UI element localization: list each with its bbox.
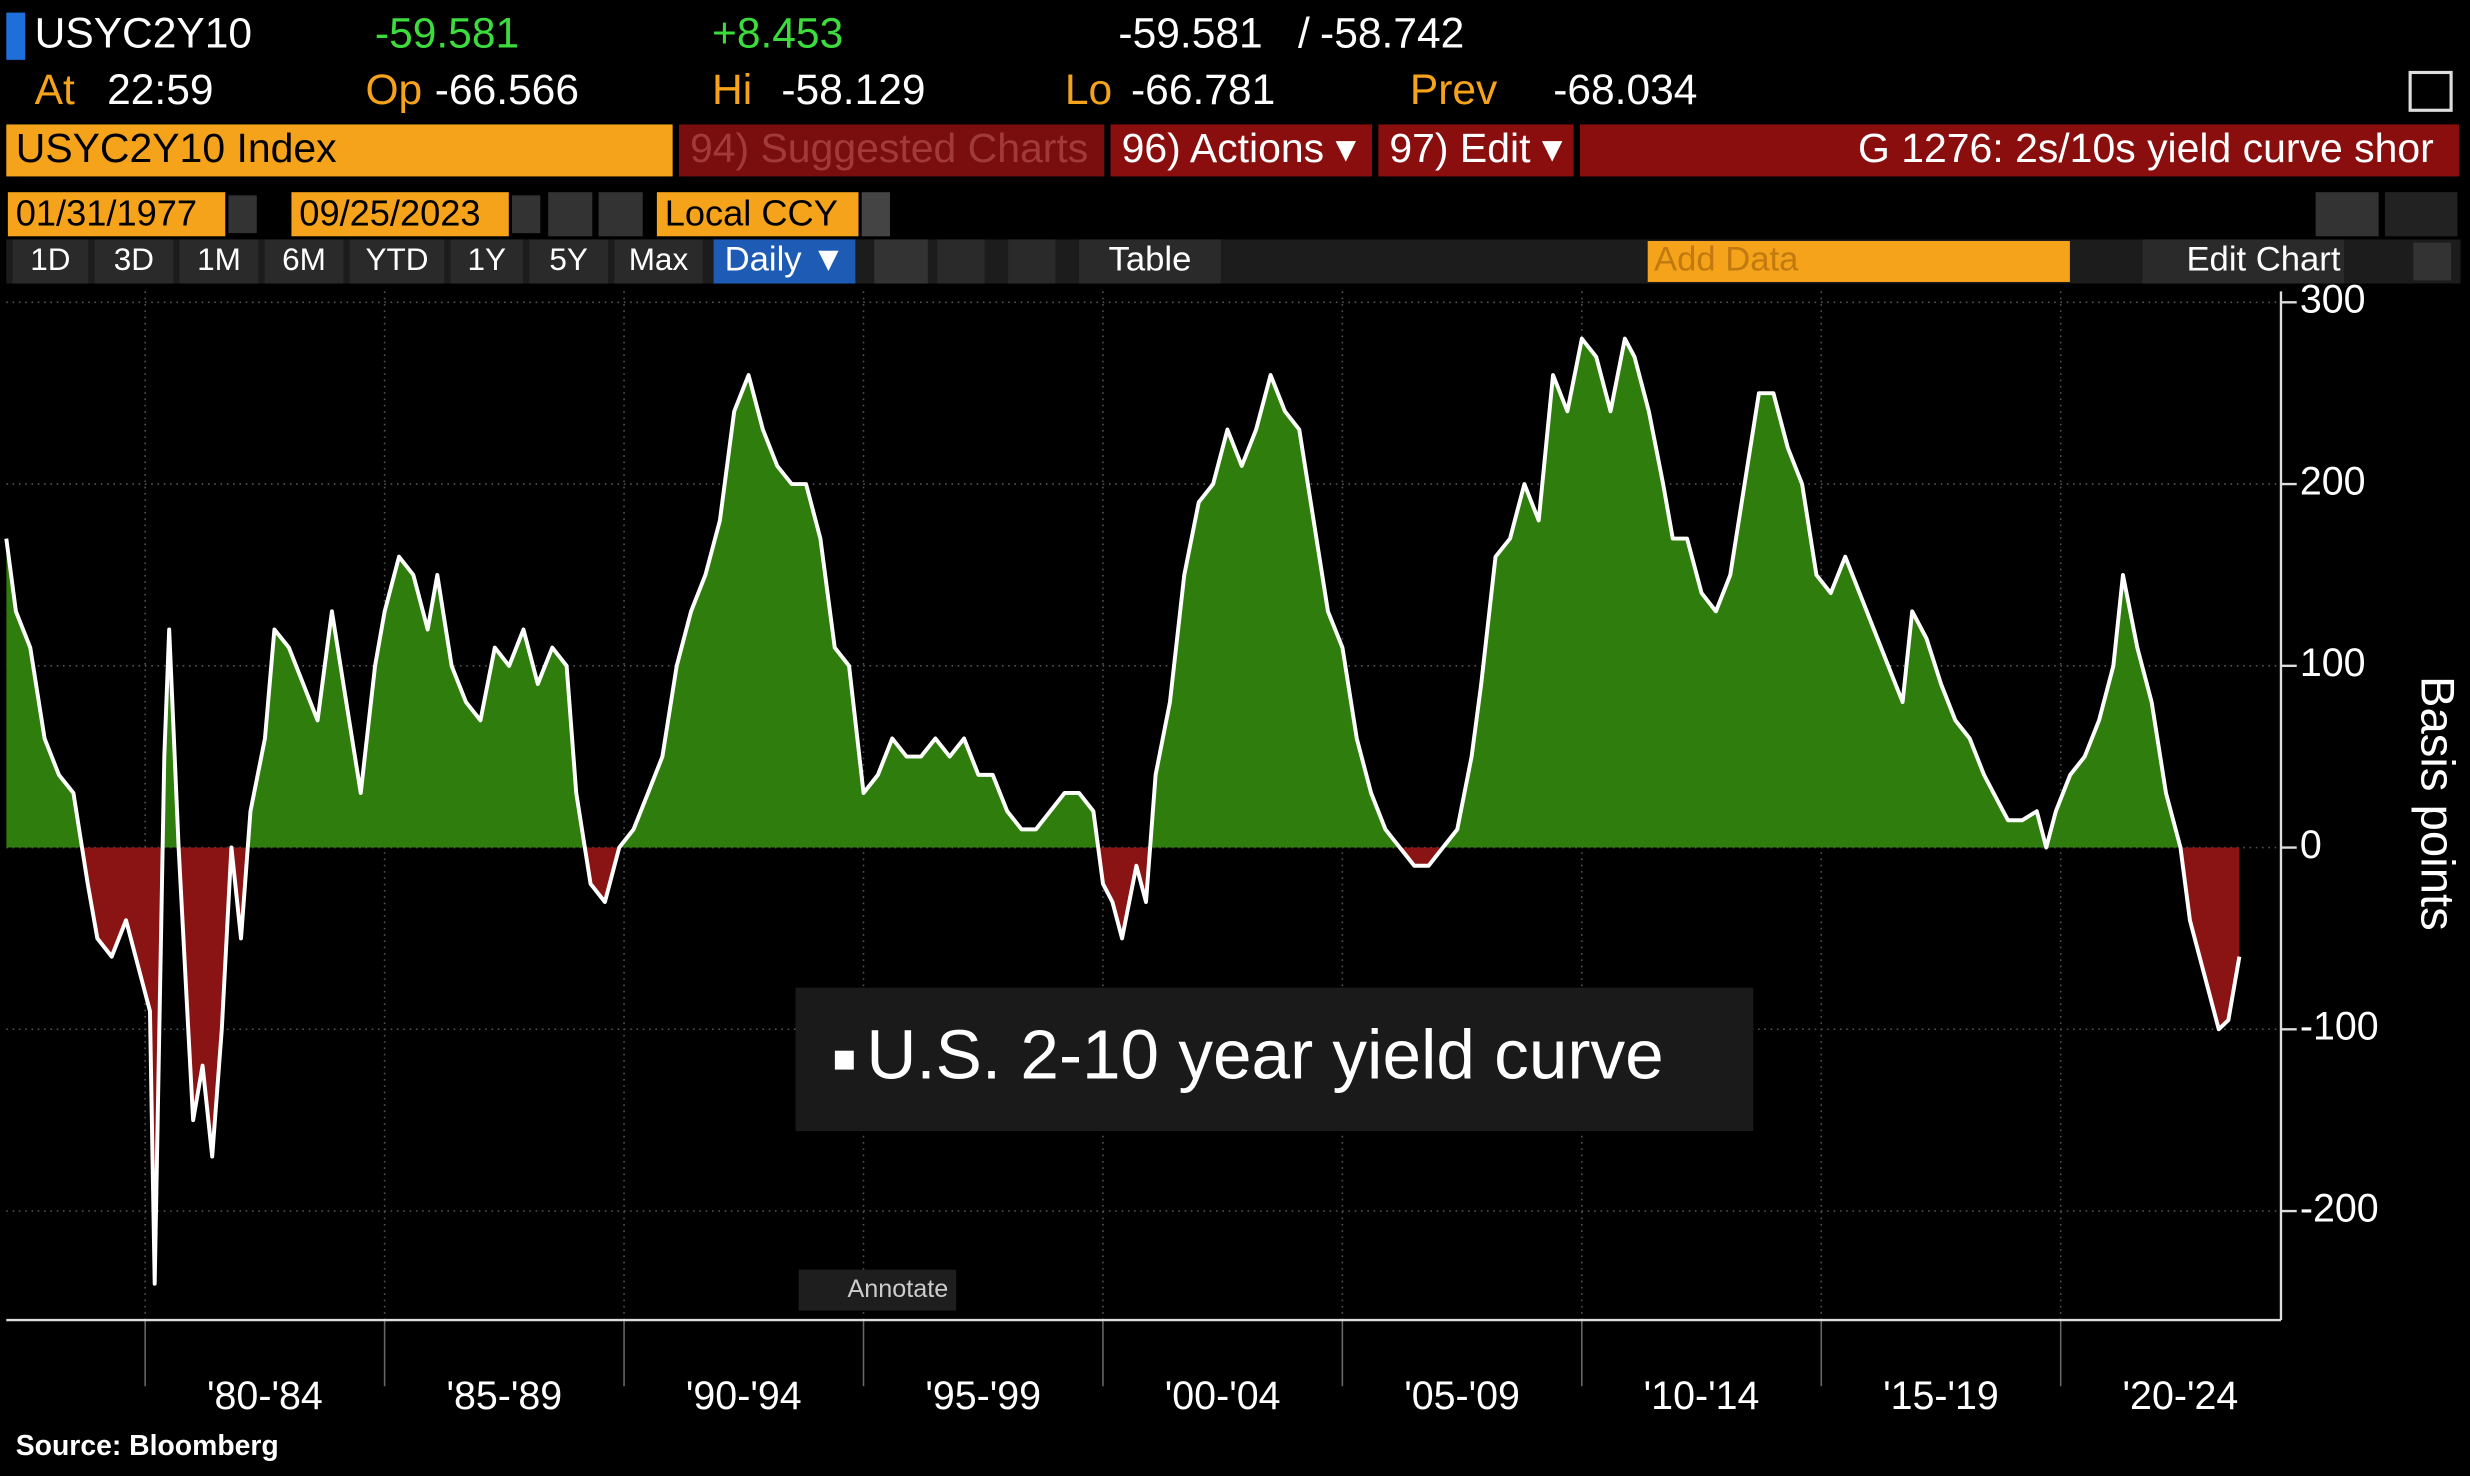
- period-label: 1Y: [467, 241, 506, 277]
- table: Table: [1109, 241, 1192, 279]
- frequency-button[interactable]: [713, 239, 856, 284]
- period-button[interactable]: [264, 239, 344, 284]
- y-tick-label: 100: [2300, 641, 2366, 685]
- period-button[interactable]: [94, 239, 174, 284]
- series-line: [4, 336, 2242, 1286]
- end-date-box[interactable]: [291, 192, 509, 237]
- edit-chart: Edit Chart: [2186, 241, 2340, 279]
- period-button[interactable]: [349, 239, 445, 284]
- add-data-box[interactable]: [1647, 241, 2070, 282]
- x-tick-label: '00-'04: [1165, 1374, 1281, 1418]
- high: -58.129: [781, 66, 925, 114]
- low: -66.781: [1131, 66, 1275, 114]
- table-button[interactable]: [1079, 239, 1221, 284]
- x-tick-label: '10-'14: [1644, 1374, 1760, 1418]
- y-tick-label: 0: [2300, 823, 2322, 867]
- change: +8.453: [712, 9, 843, 57]
- legend-box: [795, 987, 1754, 1132]
- currency-box[interactable]: [656, 192, 859, 237]
- x-tick-label: '15-'19: [1883, 1374, 1999, 1418]
- last-price: -59.581: [375, 9, 519, 57]
- period-label: Max: [629, 241, 689, 277]
- y-tick-label: 300: [2300, 278, 2366, 322]
- open-label: Op: [365, 66, 422, 114]
- actions-button[interactable]: [1110, 124, 1373, 177]
- x-tick-label: '85-'89: [446, 1374, 562, 1418]
- end-date: 09/25/2023: [299, 192, 480, 233]
- currency-dropdown[interactable]: [861, 192, 891, 237]
- time: 22:59: [107, 66, 213, 114]
- annotate: Annotate: [847, 1275, 948, 1303]
- prev-button[interactable]: [548, 192, 593, 237]
- actions: 96) Actions ▾: [1122, 125, 1357, 171]
- slash: /: [1298, 9, 1310, 57]
- edit: 97) Edit ▾: [1389, 125, 1562, 171]
- frequency: Daily ▼: [725, 241, 846, 279]
- chart-name-box[interactable]: [1579, 124, 2459, 177]
- positive-area: [6, 338, 2240, 848]
- at-label: At: [35, 66, 75, 114]
- y-axis-label: Basis points: [2410, 676, 2463, 931]
- chart-name: G 1276: 2s/10s yield curve shor: [1858, 125, 2434, 171]
- start-date-box[interactable]: [7, 192, 226, 237]
- bid: -59.581: [1118, 9, 1262, 57]
- y-tick-label: -100: [2300, 1005, 2379, 1049]
- edit-button[interactable]: [1378, 124, 1574, 177]
- source: Source: Bloomberg: [16, 1430, 279, 1462]
- high-label: Hi: [712, 66, 752, 114]
- popout-icon[interactable]: [2408, 70, 2453, 112]
- legend-label: U.S. 2-10 year yield curve: [866, 1015, 1663, 1093]
- bar-chart-button[interactable]: [937, 239, 985, 284]
- undo-button[interactable]: [2315, 192, 2379, 237]
- next-button[interactable]: [598, 192, 643, 237]
- security-box[interactable]: [6, 124, 673, 177]
- x-tick-label: '20-'24: [2123, 1374, 2239, 1418]
- settings-button[interactable]: [2413, 242, 2452, 281]
- period-button[interactable]: [12, 239, 89, 284]
- period-label: 1D: [30, 241, 70, 277]
- y-tick-label: 200: [2300, 459, 2366, 503]
- period-label: 5Y: [549, 241, 588, 277]
- period-button[interactable]: [450, 239, 523, 284]
- redo-button[interactable]: [2384, 192, 2458, 237]
- start-date: 01/31/1977: [16, 192, 197, 233]
- suggested-button[interactable]: [678, 124, 1105, 177]
- period-label: 6M: [282, 241, 326, 277]
- annotate-button[interactable]: [798, 1269, 957, 1311]
- security: USYC2Y10 Index: [16, 125, 337, 171]
- period-label: YTD: [365, 241, 428, 277]
- edit-chart-button[interactable]: [2142, 239, 2344, 284]
- prev-label: Prev: [1410, 66, 1498, 114]
- period-button[interactable]: [179, 239, 259, 284]
- chart: -200 -100 0 100 200 300 '80-'84 '85-'89 '90-'94 '…: [4, 278, 2379, 1418]
- period-label: 3D: [114, 241, 154, 277]
- legend-swatch: [834, 1050, 854, 1070]
- line-chart-button[interactable]: [874, 239, 928, 284]
- period-button[interactable]: [529, 239, 609, 284]
- currency: Local CCY: [665, 192, 838, 233]
- x-tick-label: '95-'99: [925, 1374, 1041, 1418]
- add-data: Add Data: [1654, 241, 1799, 279]
- y-tick-label: -200: [2300, 1186, 2379, 1230]
- calendar-icon[interactable]: [511, 195, 541, 234]
- suggested: 94) Suggested Charts: [690, 125, 1088, 171]
- ask: -58.742: [1320, 9, 1464, 57]
- ticker-marker: [6, 12, 26, 60]
- prev: -68.034: [1553, 66, 1697, 114]
- ticker: USYC2Y10: [35, 9, 252, 57]
- period-label: 1M: [197, 241, 241, 277]
- x-tick-label: '90-'94: [686, 1374, 802, 1418]
- open: -66.566: [435, 66, 579, 114]
- chart-dropdown[interactable]: [1008, 239, 1056, 284]
- low-label: Lo: [1065, 66, 1112, 114]
- x-tick-label: '80-'84: [207, 1374, 323, 1418]
- x-tick-label: '05-'09: [1404, 1374, 1520, 1418]
- period-button[interactable]: [614, 239, 703, 284]
- calendar-icon[interactable]: [228, 195, 257, 234]
